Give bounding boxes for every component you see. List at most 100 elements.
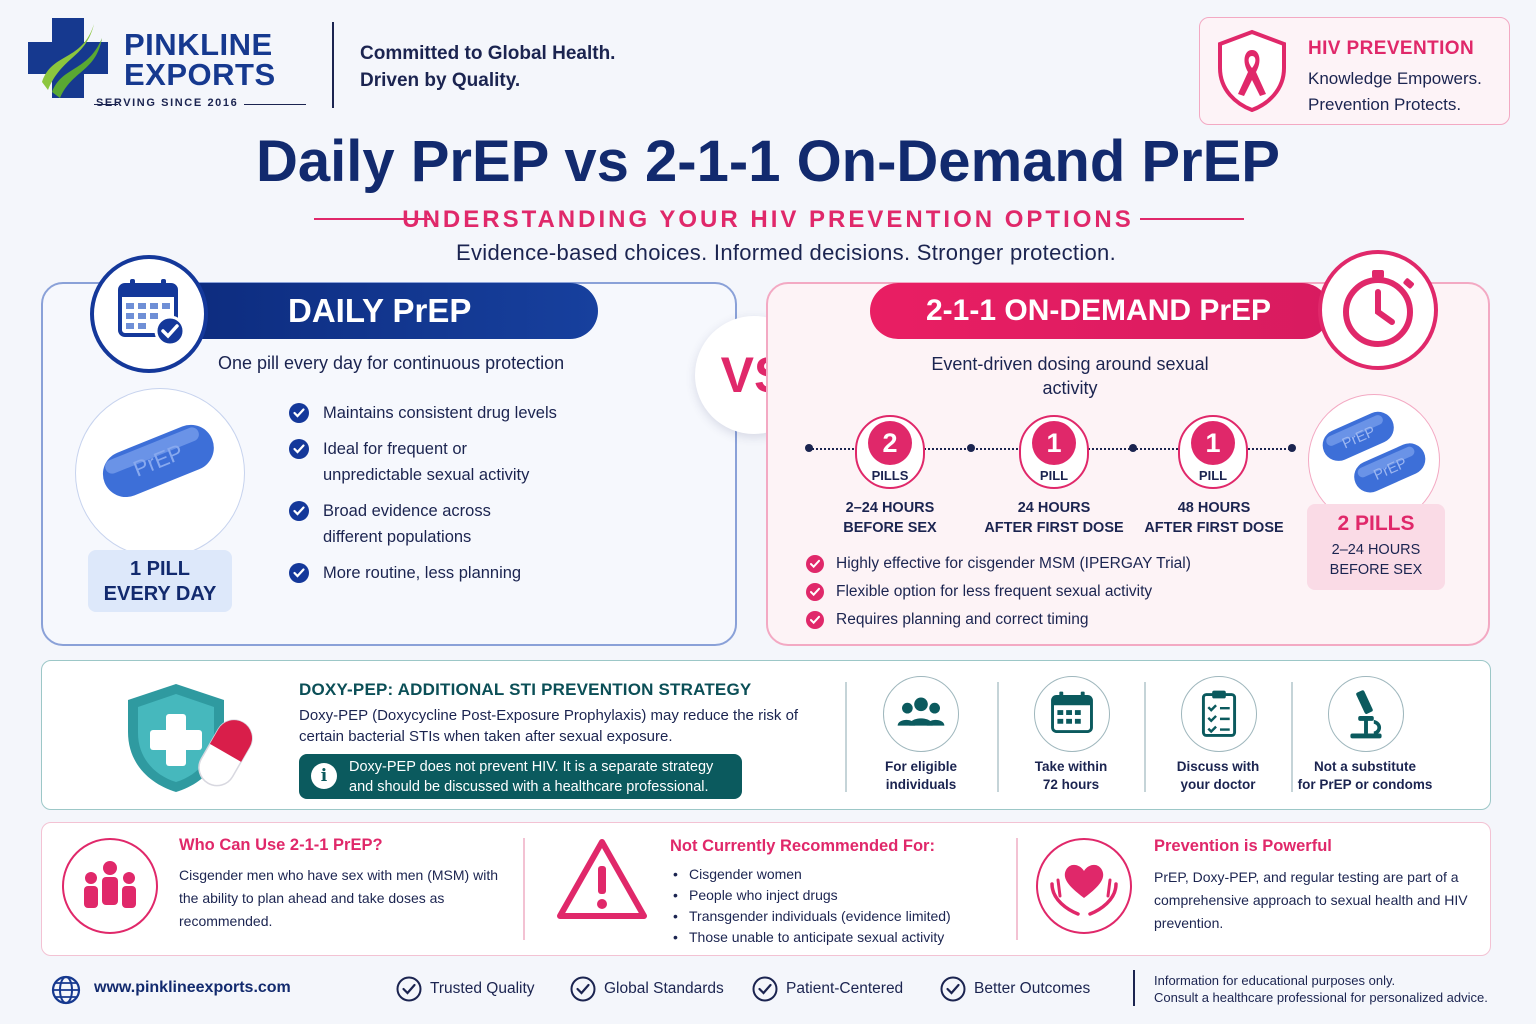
feature-not-substitute	[1328, 676, 1404, 752]
two-pills-icon: PrEP PrEP	[1322, 411, 1426, 493]
clipboard-icon	[1201, 690, 1237, 737]
feature-eligible	[883, 676, 959, 752]
feature-divider	[997, 682, 999, 792]
feature-text: Take within 72 hours	[996, 758, 1146, 794]
feature-line1: Not a substitute	[1313, 759, 1416, 774]
doxy-note-line1: Doxy-PEP does not prevent HIV. It is a s…	[349, 759, 714, 775]
footer-value-patient: Patient-Centered	[752, 976, 903, 1002]
on-demand-dose-time-line2: BEFORE SEX	[1329, 562, 1423, 578]
subtitle-rule-left	[314, 218, 430, 220]
on-demand-prep-banner: 2-1-1 ON-DEMAND PrEP	[870, 283, 1330, 339]
dose-unit: PILL	[1198, 468, 1228, 483]
check-circle-icon	[806, 583, 824, 601]
on-demand-benefit-text: Requires planning and correct timing	[836, 611, 1089, 628]
hiv-card-line1: Knowledge Empowers.	[1308, 69, 1482, 88]
check-circle-icon	[806, 555, 824, 573]
who-can-use-text: Cisgender men who have sex with men (MSM…	[179, 867, 499, 929]
prevention-powerful-text: PrEP, Doxy-PEP, and regular testing are …	[1154, 869, 1468, 931]
disclaimer-line1: Information for educational purposes onl…	[1154, 973, 1396, 988]
list-item: Transgender individuals (evidence limite…	[670, 906, 990, 927]
list-item: Ideal for frequent or unpredictable sexu…	[289, 436, 549, 488]
dose-timing-line2: AFTER FIRST DOSE	[1144, 520, 1284, 536]
dose-timing-line1: 24 HOURS	[1017, 500, 1091, 516]
footer-value-quality: Trusted Quality	[396, 976, 535, 1002]
prevention-powerful-title: Prevention is Powerful	[1154, 837, 1332, 855]
dose-step-3: 1 PILL	[1178, 415, 1248, 489]
people-icon	[84, 861, 136, 908]
list-item: Those unable to anticipate sexual activi…	[670, 927, 990, 948]
timeline-dot	[967, 444, 975, 452]
check-circle-icon	[289, 563, 309, 583]
daily-benefit-text: Broad evidence across different populati…	[323, 502, 491, 546]
daily-benefit-text: Ideal for frequent or unpredictable sexu…	[323, 440, 530, 484]
check-circle-outline-icon	[396, 976, 422, 1002]
on-demand-benefit-text: Flexible option for less frequent sexual…	[836, 583, 1153, 600]
footer-divider	[1133, 970, 1135, 1006]
info-divider	[1016, 838, 1018, 940]
who-icon-badge	[62, 838, 158, 934]
page-subtitle: UNDERSTANDING YOUR HIV PREVENTION OPTION…	[402, 206, 1134, 233]
timeline-dot	[1129, 444, 1137, 452]
daily-benefit-text: Maintains consistent drug levels	[323, 404, 557, 422]
doxy-pep-warning-note: i Doxy-PEP does not prevent HIV. It is a…	[299, 754, 742, 799]
heart-hands-icon	[1050, 864, 1118, 916]
hiv-card-title: HIV PREVENTION	[1308, 38, 1475, 59]
disclaimer: Information for educational purposes onl…	[1154, 972, 1524, 1006]
on-demand-benefits-list: Highly effective for cisgender MSM (IPER…	[806, 550, 1306, 634]
daily-dose-count: 1 PILL	[129, 558, 190, 580]
brand-name-line2: EXPORTS	[124, 57, 276, 92]
list-item: Cisgender women	[670, 864, 990, 885]
dose-count: 1	[1191, 421, 1235, 465]
list-item: Requires planning and correct timing	[806, 606, 1306, 634]
tagline-line2: Driven by Quality.	[360, 70, 521, 91]
brand-name: PINKLINE EXPORTS	[124, 27, 276, 92]
group-icon	[897, 697, 945, 726]
daily-calendar-badge	[90, 255, 208, 373]
on-demand-clock-badge	[1318, 250, 1438, 370]
feature-line2: individuals	[885, 777, 957, 792]
brand-since: SERVING SINCE 2016	[96, 97, 239, 109]
list-item: More routine, less planning	[289, 560, 709, 586]
feature-line1: Take within	[1034, 759, 1108, 774]
doxy-note-line2: and should be discussed with a healthcar…	[349, 779, 709, 795]
disclaimer-line2: Consult a healthcare professional for pe…	[1154, 990, 1488, 1005]
daily-dose-box: 1 PILL EVERY DAY	[88, 550, 232, 612]
daily-benefits-list: Maintains consistent drug levels Ideal f…	[289, 400, 709, 596]
dose-timing-1: 2–24 HOURS BEFORE SEX	[810, 498, 970, 538]
feature-divider	[1291, 682, 1293, 792]
feature-divider	[845, 682, 847, 792]
heart-hands-badge	[1036, 838, 1132, 934]
brand-name-line1: PINKLINE	[124, 27, 273, 62]
footer-value-outcomes: Better Outcomes	[940, 976, 1090, 1002]
shield-capsule-icon	[128, 684, 253, 792]
dose-timing-line1: 2–24 HOURS	[845, 500, 935, 516]
daily-prep-tagline: One pill every day for continuous protec…	[218, 353, 565, 373]
brand-tagline: Committed to Global Health. Driven by Qu…	[360, 40, 615, 94]
dose-unit: PILLS	[871, 468, 909, 483]
dose-timing-3: 48 HOURS AFTER FIRST DOSE	[1134, 498, 1294, 538]
footer-value-label: Global Standards	[604, 980, 724, 997]
daily-benefit-text: More routine, less planning	[323, 564, 522, 582]
tagline-line1: Committed to Global Health.	[360, 43, 616, 64]
feature-text: Not a substitute for PrEP or condoms	[1290, 758, 1440, 794]
footer-value-label: Better Outcomes	[974, 980, 1091, 997]
warning-icon	[557, 839, 647, 919]
list-item: Highly effective for cisgender MSM (IPER…	[806, 550, 1306, 578]
dose-count: 1	[1032, 421, 1076, 465]
feature-text: For eligible individuals	[846, 758, 996, 794]
dose-timing-line2: BEFORE SEX	[843, 520, 937, 536]
website-link[interactable]: www.pinklineexports.com	[94, 979, 291, 996]
hiv-card-line2: Prevention Protects.	[1308, 95, 1462, 114]
strapline: Evidence-based choices. Informed decisio…	[456, 240, 1116, 265]
list-item: Maintains consistent drug levels	[289, 400, 709, 426]
dose-step-1: 2 PILLS	[855, 415, 925, 489]
globe-icon	[51, 975, 81, 1005]
page-title: Daily PrEP vs 2-1-1 On-Demand PrEP	[255, 129, 1280, 194]
check-circle-outline-icon	[752, 976, 778, 1002]
subtitle-rule-right	[1140, 218, 1244, 220]
feature-line1: Discuss with	[1176, 759, 1260, 774]
feature-line2: 72 hours	[1042, 777, 1100, 792]
feature-text: Discuss with your doctor	[1143, 758, 1293, 794]
prep-pill-icon: PrEP	[102, 424, 214, 498]
info-icon: i	[311, 763, 337, 789]
